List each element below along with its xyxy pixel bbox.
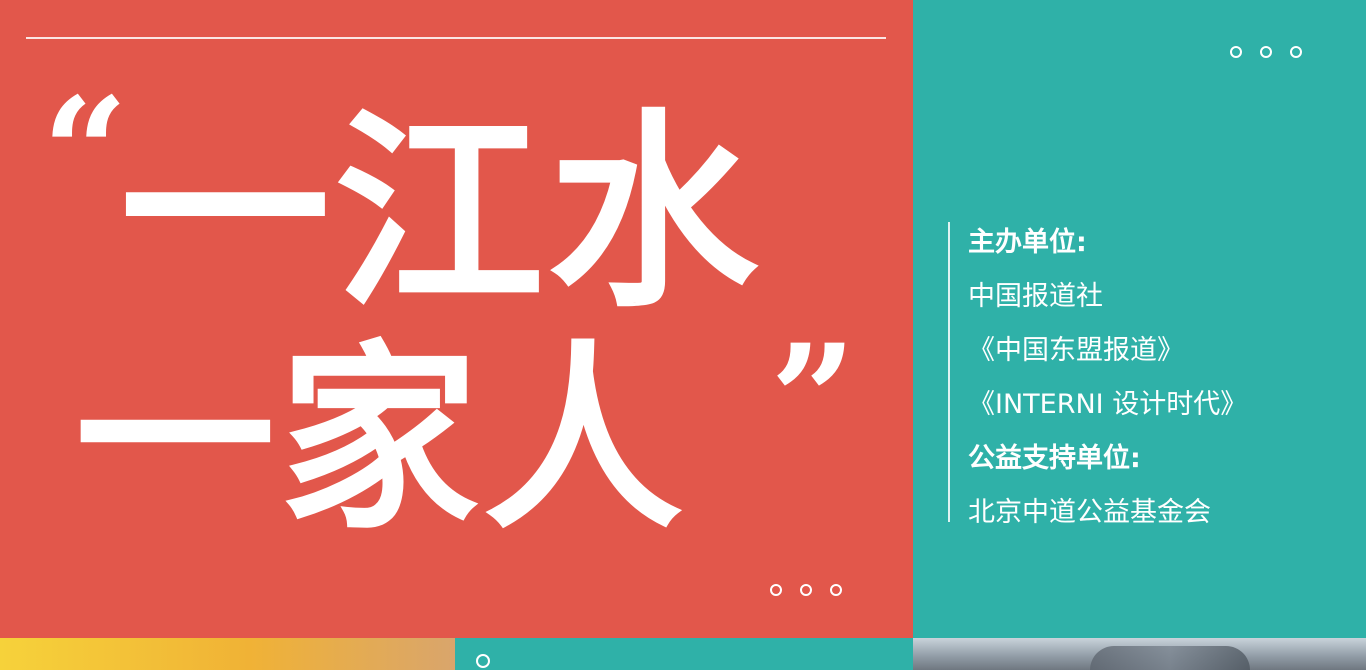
decorative-dots-teal: [1230, 46, 1302, 58]
top-divider: [26, 37, 886, 39]
supporter-item: 北京中道公益基金会: [968, 497, 1211, 528]
opening-quote-mark: “: [42, 65, 129, 241]
circle-icon: [1290, 46, 1302, 58]
organizer-item: 中国报道社: [968, 281, 1103, 312]
title-line-1: 一江水: [120, 89, 763, 336]
supporter-label: 公益支持单位:: [968, 443, 1141, 474]
title-panel: [0, 0, 913, 638]
circle-icon: [1230, 46, 1242, 58]
info-panel: [913, 0, 1366, 638]
circle-icon: [1260, 46, 1272, 58]
closing-quote-mark: ”: [770, 312, 857, 488]
landscape-image-fragment: [1090, 646, 1250, 670]
organizer-label: 主办单位:: [968, 227, 1087, 258]
organizer-info: 主办单位: 中国报道社 《中国东盟报道》 《INTERNI 设计时代》 公益支持…: [968, 216, 1247, 540]
title-line-2: 一家人: [75, 322, 688, 557]
bottom-image-strip-left: [0, 638, 455, 670]
circle-icon: [830, 584, 842, 596]
organizer-item: 《中国东盟报道》: [968, 335, 1184, 366]
circle-icon: [476, 654, 490, 668]
info-accent-bar: [948, 222, 950, 522]
circle-icon: [770, 584, 782, 596]
circle-icon: [800, 584, 812, 596]
decorative-dots-red: [770, 584, 842, 596]
organizer-item: 《INTERNI 设计时代》: [968, 389, 1248, 420]
bottom-strip-middle: [455, 638, 913, 670]
